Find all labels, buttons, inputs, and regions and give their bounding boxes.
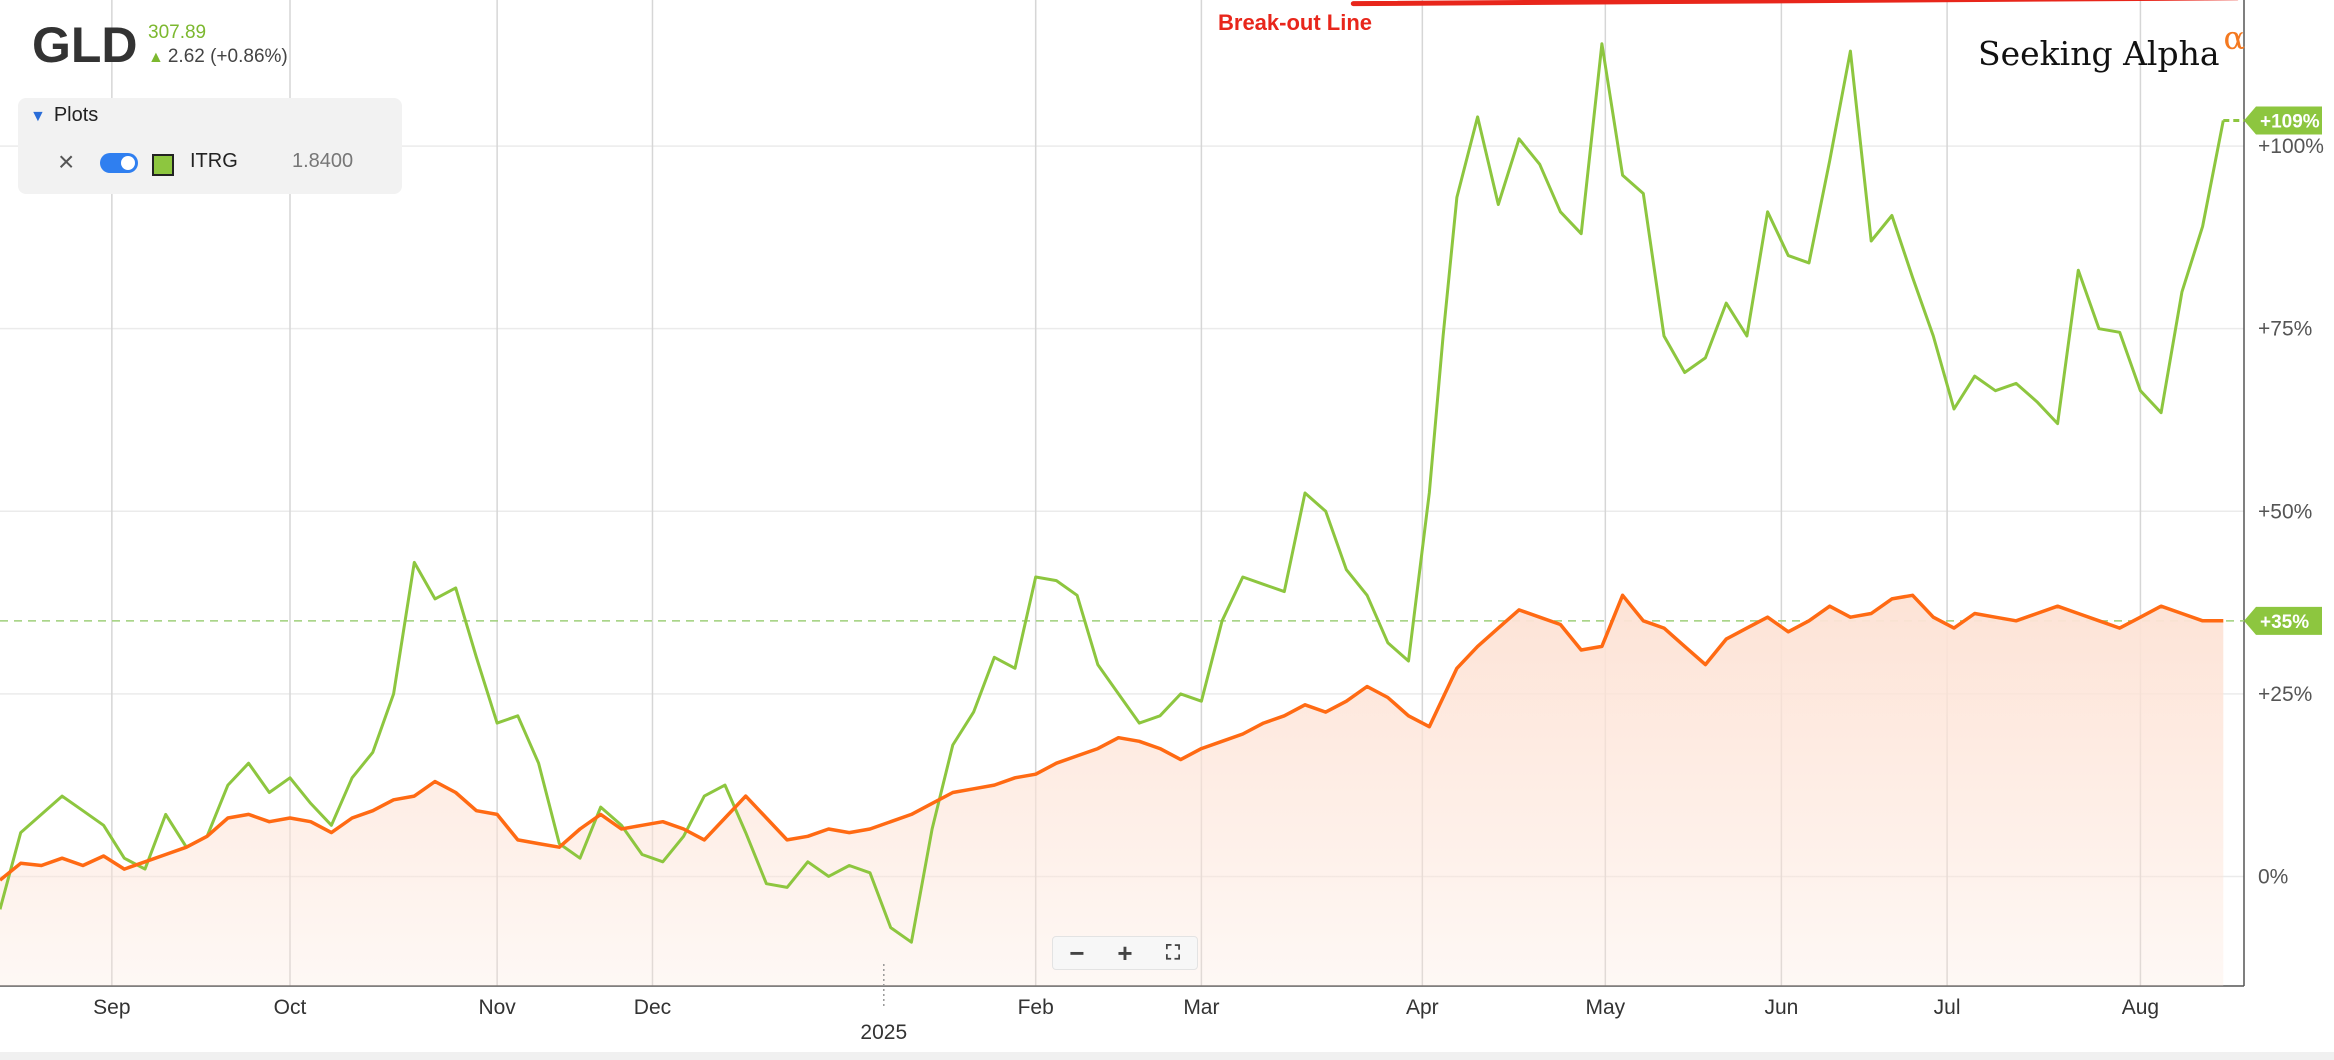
alpha-icon: α	[2223, 19, 2246, 57]
itrg-end-label-flag	[2244, 106, 2322, 135]
gld-area-layer	[0, 595, 2224, 986]
y-axis-ticks: 0% +25% +50% +75% +100%	[2258, 135, 2324, 888]
zoom-out-button[interactable]: −	[1069, 938, 1085, 968]
price-change-value: 2.62 (+0.86%)	[167, 46, 288, 67]
series-layer	[0, 0, 2244, 944]
up-arrow-icon: ▲	[148, 49, 164, 66]
y-tick-label: +50%	[2258, 500, 2312, 523]
end-labels: +109% +35%	[2244, 106, 2322, 635]
y-tick-label: +75%	[2258, 318, 2312, 341]
caret-down-icon: ▼	[30, 108, 46, 125]
series-name: ITRG	[190, 150, 238, 172]
x-tick-label: Aug	[2122, 996, 2159, 1019]
plots-panel: ▼ Plots × ITRG 1.8400	[18, 98, 402, 194]
x-tick-label: Mar	[1183, 996, 1219, 1019]
x-tick-label: Dec	[634, 996, 671, 1019]
seeking-alpha-logo: Seeking Alpha α	[1978, 19, 2245, 73]
zoom-controls: − + ⛶	[1052, 936, 1198, 970]
x-tick-label: Oct	[274, 996, 307, 1019]
itrg-line	[0, 42, 2225, 944]
plots-toggle[interactable]: ▼ Plots	[30, 104, 98, 127]
y-tick-label: +25%	[2258, 683, 2312, 706]
gld-end-label: +35%	[2244, 606, 2322, 635]
brand-name: Seeking Alpha	[1978, 34, 2220, 73]
close-icon[interactable]: ×	[58, 146, 75, 177]
itrg-end-label-text: +109%	[2260, 112, 2320, 133]
x-tick-label: May	[1585, 996, 1625, 1019]
gld-line	[0, 593, 2224, 882]
x-tick-label: Feb	[1018, 996, 1054, 1019]
expand-icon[interactable]: ⛶	[1166, 942, 1180, 964]
y-tick-label: +100%	[2258, 135, 2324, 158]
breakout-annotation: Break-out Line	[1218, 10, 1373, 35]
gld-end-label-text: +35%	[2260, 612, 2309, 633]
x-tick-label: Jul	[1934, 996, 1961, 1019]
plots-title: Plots	[53, 104, 99, 126]
x-tick-label: Sep	[93, 996, 130, 1019]
y-tick-label: 0%	[2258, 865, 2288, 888]
year-label: 2025	[860, 1021, 907, 1044]
zoom-in-button[interactable]: +	[1117, 938, 1133, 968]
breakout-line	[1350, 0, 2239, 7]
series-value: 1.8400	[292, 150, 354, 172]
gld-end-label-flag	[2244, 606, 2322, 635]
x-tick-label: Apr	[1406, 996, 1439, 1019]
series-color-swatch[interactable]	[152, 154, 174, 176]
price-change: ▲ 2.62 (+0.86%)	[148, 46, 288, 68]
itrg-end-label: +109%	[2244, 106, 2322, 135]
series-visibility-toggle[interactable]	[100, 153, 138, 173]
bottom-strip	[0, 1052, 2334, 1060]
x-tick-label: Nov	[478, 996, 516, 1019]
x-axis-ticks: Sep Oct Nov Dec Feb Mar Apr May Jun Jul Aug 2025	[93, 964, 2159, 1044]
last-price: 307.89	[148, 22, 207, 43]
toggle-knob	[121, 156, 135, 170]
x-tick-label: Jun	[1764, 996, 1798, 1019]
ticker-symbol: GLD	[32, 17, 138, 73]
gld-area-fill	[0, 595, 2224, 986]
